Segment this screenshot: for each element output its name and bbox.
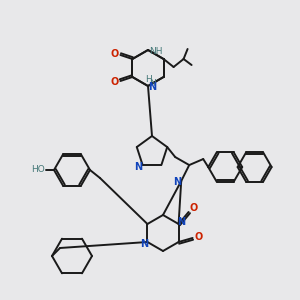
Text: N: N	[140, 239, 148, 249]
Text: HO: HO	[31, 166, 45, 175]
Text: O: O	[190, 203, 198, 213]
Text: NH: NH	[149, 47, 163, 56]
Text: O: O	[110, 77, 118, 87]
Text: N: N	[173, 177, 181, 187]
Text: N: N	[148, 82, 156, 92]
Text: O: O	[194, 232, 203, 242]
Text: N: N	[134, 162, 143, 172]
Text: N: N	[178, 217, 186, 227]
Text: H: H	[146, 76, 152, 85]
Text: N: N	[150, 79, 156, 88]
Text: O: O	[110, 49, 118, 59]
